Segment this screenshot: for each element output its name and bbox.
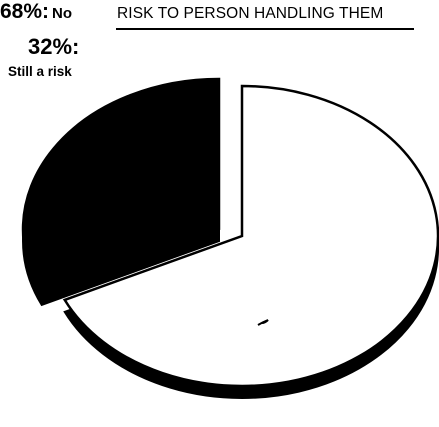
pie-slices [21, 77, 439, 399]
title-underline [116, 28, 414, 30]
slice-label-still-a-risk: Still a risk [8, 64, 72, 79]
slice-label-no-group: 68%: No [0, 0, 439, 24]
slice-label-no-percent: 68%: [0, 0, 50, 23]
center-mark [257, 319, 269, 326]
slice-still-a-risk [21, 77, 221, 295]
chart-title: RISK TO PERSON HANDLING THEM [117, 5, 384, 22]
slice-label-no: No [52, 5, 73, 22]
slice-label-still-a-risk-percent: 32%: [28, 34, 80, 59]
slice-no [62, 84, 439, 388]
